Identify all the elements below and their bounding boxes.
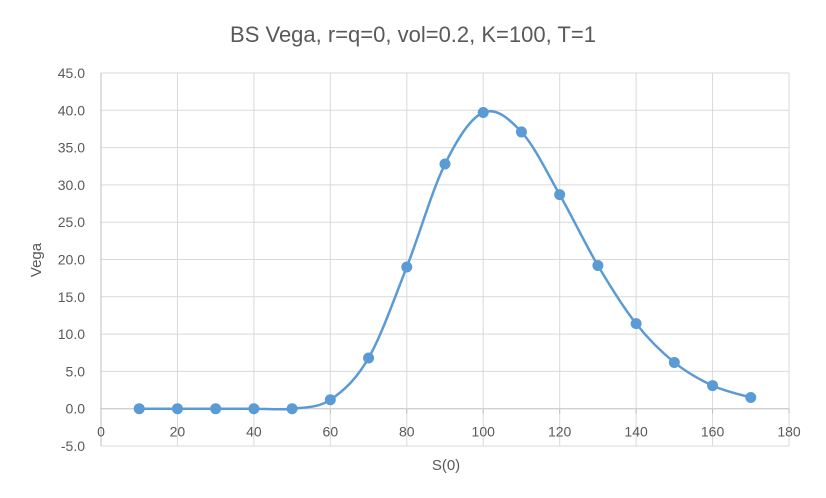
y-tick-label: 15.0 [58,289,85,305]
data-point [363,352,375,364]
y-axis-label: Vega [28,242,45,277]
data-point [668,356,680,368]
data-point [133,403,145,415]
y-tick-label: 25.0 [58,214,85,230]
chart-title: BS Vega, r=q=0, vol=0.2, K=100, T=1 [230,22,596,47]
y-tick-label: 45.0 [58,65,85,81]
data-point [630,318,642,330]
data-point [707,380,719,392]
series [133,107,757,415]
y-tick-label: 10.0 [58,326,85,342]
data-point [745,392,757,404]
data-point [477,107,489,119]
x-tick-label: 100 [472,424,496,440]
data-point [171,403,183,415]
y-tick-label: 0.0 [66,401,86,417]
data-point [324,394,336,406]
tick-labels: -5.0 0.0 5.0 10.0 15.0 20.0 25.0 30.0 35.0 40.0 45… [58,65,801,454]
x-tick-label: 20 [170,424,186,440]
data-point [592,259,604,271]
x-tick-label: 160 [701,424,725,440]
x-tick-label: 0 [97,424,105,440]
y-tick-label: 35.0 [58,140,85,156]
data-point [286,403,298,415]
x-tick-label: 40 [246,424,262,440]
x-axis-label: S(0) [432,457,460,474]
data-point [248,403,260,415]
x-tick-label: 180 [777,424,801,440]
x-tick-label: 120 [548,424,572,440]
y-tick-label: 5.0 [66,363,86,379]
data-point [554,189,566,201]
x-tick-label: 60 [323,424,339,440]
x-tick-label: 140 [624,424,648,440]
y-tick-label: 40.0 [58,102,85,118]
data-point [401,261,413,273]
x-tick-label: 80 [399,424,415,440]
y-tick-label: -5.0 [61,438,85,454]
series-line [139,110,752,411]
y-tick-label: 30.0 [58,177,85,193]
y-tick-label: 20.0 [58,252,85,268]
data-point [515,126,527,138]
data-point [439,158,451,170]
data-point [210,403,222,415]
grid [100,72,790,447]
